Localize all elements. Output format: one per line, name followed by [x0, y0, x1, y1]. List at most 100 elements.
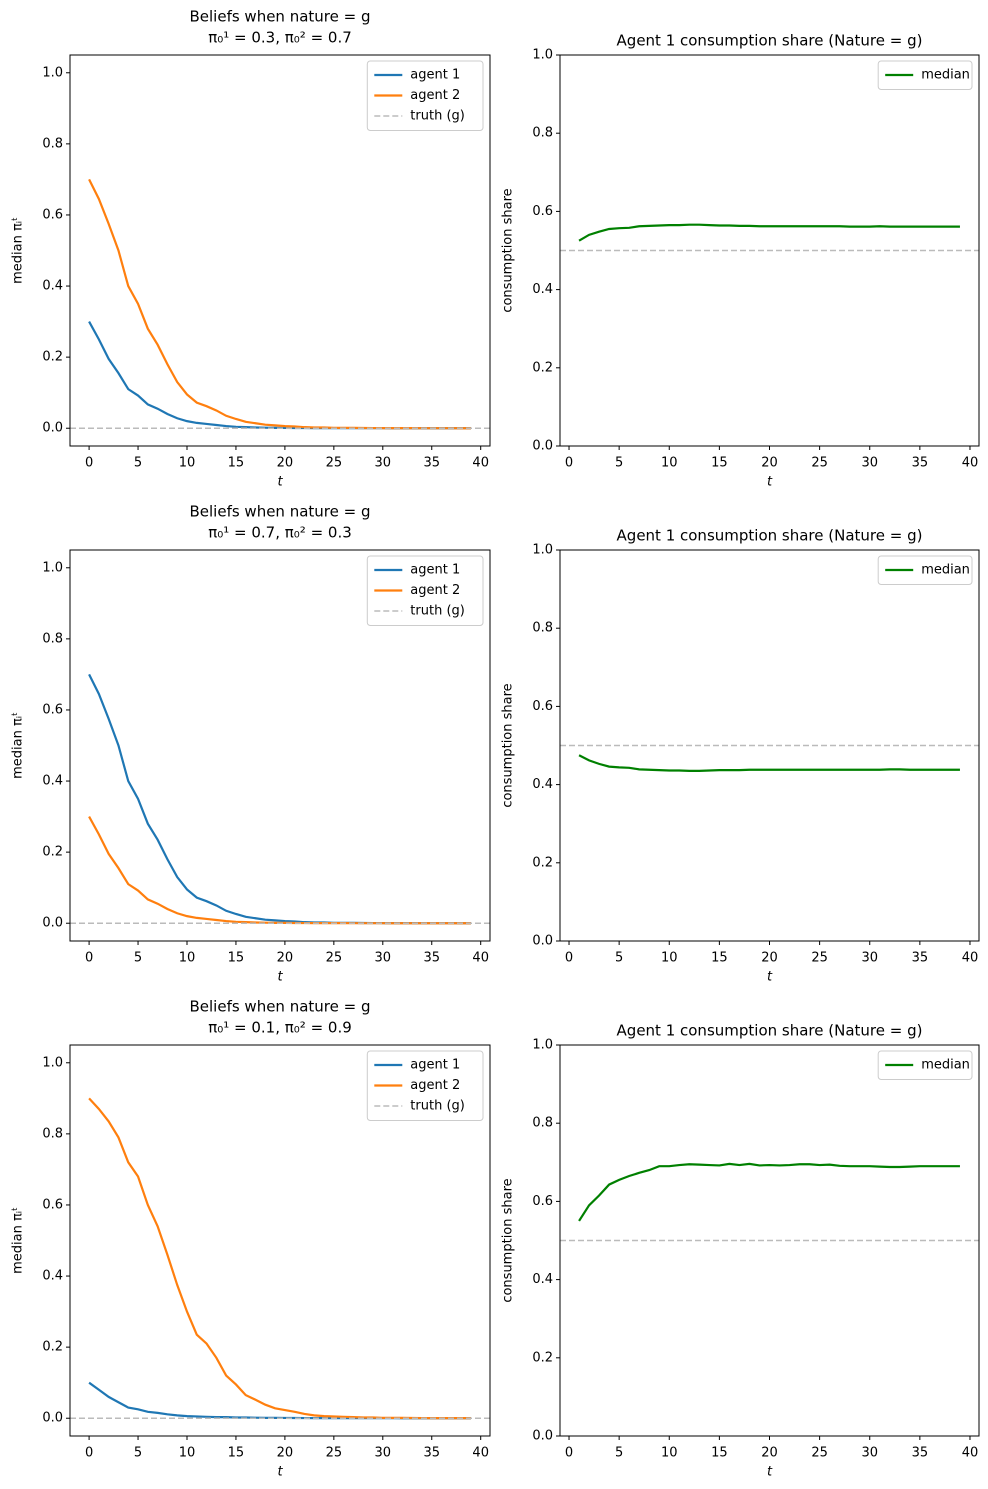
y-tick-label: 0.0 [42, 1411, 63, 1426]
x-tick-label: 15 [228, 951, 245, 966]
x-tick-label: 5 [134, 456, 142, 471]
x-axis-label: t [277, 970, 283, 985]
y-tick-label: 1.0 [42, 65, 63, 80]
series-line [88, 816, 471, 925]
x-tick-label: 20 [277, 456, 294, 471]
y-tick-label: 0.2 [42, 845, 63, 860]
y-tick-label: 0.0 [42, 916, 63, 931]
x-tick-label: 25 [811, 951, 828, 966]
y-tick-label: 0.0 [532, 439, 553, 454]
x-tick-label: 0 [565, 951, 573, 966]
x-tick-label: 15 [711, 951, 728, 966]
y-axis-label: median πᵢᵗ [11, 1207, 26, 1274]
series-line [578, 223, 960, 242]
axes-frame [69, 549, 491, 942]
y-tick-label: 0.6 [42, 207, 63, 222]
x-tick-label: 5 [615, 1446, 623, 1461]
chart-title: Agent 1 consumption share (Nature = g) [617, 32, 923, 50]
x-tick-label: 25 [811, 1446, 828, 1461]
x-tick-label: 30 [375, 951, 392, 966]
axes-frame [69, 54, 491, 447]
chart-title: Beliefs when nature = g [189, 503, 370, 521]
legend-box [877, 60, 973, 90]
x-axis-label: t [767, 1465, 773, 1480]
y-axis-label: median πᵢᵗ [11, 712, 26, 779]
legend-label: median [921, 563, 970, 578]
y-tick-label: 0.4 [532, 777, 553, 792]
x-tick-label: 25 [326, 1446, 343, 1461]
chart-title: Beliefs when nature = g [189, 998, 370, 1016]
y-tick-label: 0.8 [42, 136, 63, 151]
x-tick-label: 35 [423, 951, 440, 966]
y-tick-label: 0.4 [42, 1269, 63, 1284]
x-tick-label: 10 [661, 1446, 678, 1461]
axes-frame [559, 549, 980, 942]
legend-label: agent 1 [410, 1058, 460, 1073]
y-tick-label: 0.6 [42, 702, 63, 717]
x-tick-label: 20 [761, 951, 778, 966]
y-axis-label: median πᵢᵗ [11, 217, 26, 284]
x-tick-label: 35 [912, 951, 929, 966]
y-tick-label: 0.0 [532, 1429, 553, 1444]
x-tick-label: 25 [811, 456, 828, 471]
y-tick-label: 1.0 [42, 560, 63, 575]
x-tick-label: 20 [277, 951, 294, 966]
legend-label: truth (g) [410, 604, 465, 619]
x-tick-label: 5 [134, 1446, 142, 1461]
y-tick-label: 0.0 [42, 421, 63, 436]
legend-label: agent 1 [410, 68, 460, 83]
y-tick-label: 0.8 [532, 621, 553, 636]
x-axis-label: t [277, 475, 283, 490]
y-tick-label: 0.6 [532, 1194, 553, 1209]
x-tick-label: 15 [228, 456, 245, 471]
y-axis-label: consumption share [501, 188, 516, 312]
legend-label: agent 2 [410, 88, 460, 103]
x-tick-label: 35 [423, 456, 440, 471]
legend-label: agent 2 [410, 1078, 460, 1093]
y-tick-label: 0.6 [532, 699, 553, 714]
y-tick-label: 1.0 [532, 48, 553, 63]
x-tick-label: 30 [861, 456, 878, 471]
legend-box [877, 1050, 973, 1080]
x-tick-label: 30 [375, 456, 392, 471]
x-tick-label: 10 [661, 456, 678, 471]
chart-subtitle: π₀¹ = 0.3, π₀² = 0.7 [208, 29, 352, 47]
x-tick-label: 10 [179, 951, 196, 966]
x-tick-label: 15 [711, 456, 728, 471]
axes-frame [69, 1044, 491, 1437]
y-tick-label: 0.2 [532, 360, 553, 375]
x-tick-label: 30 [861, 951, 878, 966]
y-tick-label: 0.8 [42, 1126, 63, 1141]
y-tick-label: 0.4 [532, 282, 553, 297]
x-tick-label: 0 [85, 456, 93, 471]
series-line [88, 1381, 471, 1420]
legend-label: median [921, 1058, 970, 1073]
y-tick-label: 0.2 [532, 855, 553, 870]
y-axis-label: consumption share [501, 1178, 516, 1302]
x-tick-label: 25 [326, 951, 343, 966]
x-tick-label: 5 [615, 951, 623, 966]
chart-subtitle: π₀¹ = 0.1, π₀² = 0.9 [208, 1019, 352, 1037]
x-tick-label: 30 [375, 1446, 392, 1461]
y-tick-label: 0.2 [532, 1350, 553, 1365]
series-line [578, 1162, 960, 1222]
axes-frame [559, 54, 980, 447]
y-tick-label: 0.0 [532, 934, 553, 949]
legend-box [877, 555, 973, 585]
y-tick-label: 0.6 [532, 204, 553, 219]
y-tick-label: 0.8 [42, 631, 63, 646]
x-axis-label: t [767, 475, 773, 490]
chart-title: Beliefs when nature = g [189, 8, 370, 26]
series-line [578, 754, 960, 773]
y-tick-label: 0.8 [532, 126, 553, 141]
x-axis-label: t [767, 970, 773, 985]
x-tick-label: 10 [179, 456, 196, 471]
x-tick-label: 10 [179, 1446, 196, 1461]
y-tick-label: 0.6 [42, 1197, 63, 1212]
legend-box [366, 555, 484, 626]
x-tick-label: 15 [711, 1446, 728, 1461]
x-tick-label: 40 [962, 1446, 979, 1461]
legend-box [366, 60, 484, 131]
legend-label: agent 1 [410, 563, 460, 578]
